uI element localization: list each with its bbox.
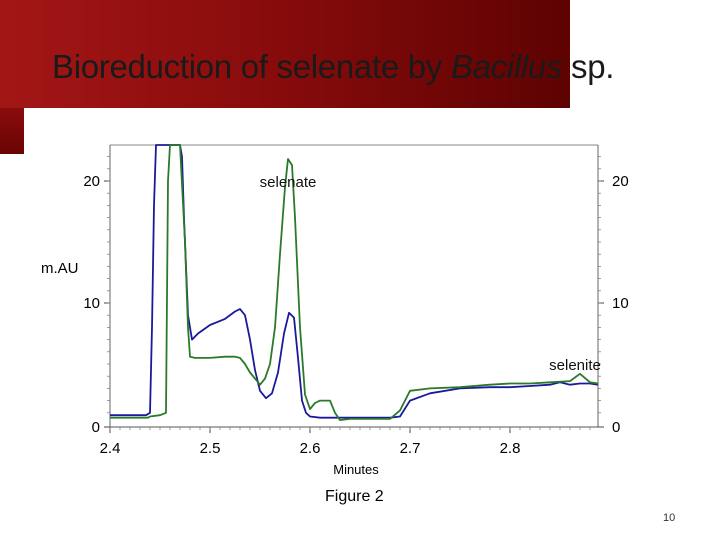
x-tick-label: 2.5 bbox=[200, 440, 221, 457]
slide-title-italic: Bacillus bbox=[450, 48, 563, 85]
x-tick-label: 2.4 bbox=[100, 440, 121, 457]
x-tick-label: 2.6 bbox=[300, 440, 321, 457]
slide-title: Bioreduction of selenate by Bacillus sp. bbox=[52, 48, 614, 86]
series-line-green bbox=[110, 144, 599, 422]
slide-number: 10 bbox=[663, 512, 676, 524]
y-right-tick-label: 20 bbox=[612, 173, 629, 190]
ticks-layer: 2.4 2.5 2.6 2.7 2.8 0 0 10 10 20 20 bbox=[83, 156, 629, 457]
peak-annotation-selenite: selenite bbox=[549, 357, 601, 374]
slide-title-prefix: Bioreduction of selenate by bbox=[52, 48, 451, 85]
series-line-blue bbox=[110, 144, 599, 419]
title-band bbox=[0, 0, 570, 108]
y-axis-label: m.AU bbox=[41, 260, 79, 277]
side-accent-band bbox=[0, 108, 24, 154]
plot-frame bbox=[109, 144, 599, 428]
y-left-tick-label: 10 bbox=[83, 295, 100, 312]
figure-caption: Figure 2 bbox=[325, 488, 384, 505]
x-tick-label: 2.7 bbox=[400, 440, 421, 457]
y-left-tick-label: 0 bbox=[92, 419, 100, 436]
series-layer bbox=[110, 144, 599, 422]
x-tick-label: 2.8 bbox=[500, 440, 521, 457]
peak-annotation-selenate: selenate bbox=[260, 174, 317, 191]
x-axis-label: Minutes bbox=[333, 462, 379, 477]
annotation-layer: selenate selenite bbox=[260, 174, 601, 374]
y-right-tick-label: 10 bbox=[612, 295, 629, 312]
y-left-tick-label: 20 bbox=[83, 173, 100, 190]
slide-title-suffix: sp. bbox=[562, 48, 615, 85]
y-right-tick-label: 0 bbox=[612, 419, 620, 436]
